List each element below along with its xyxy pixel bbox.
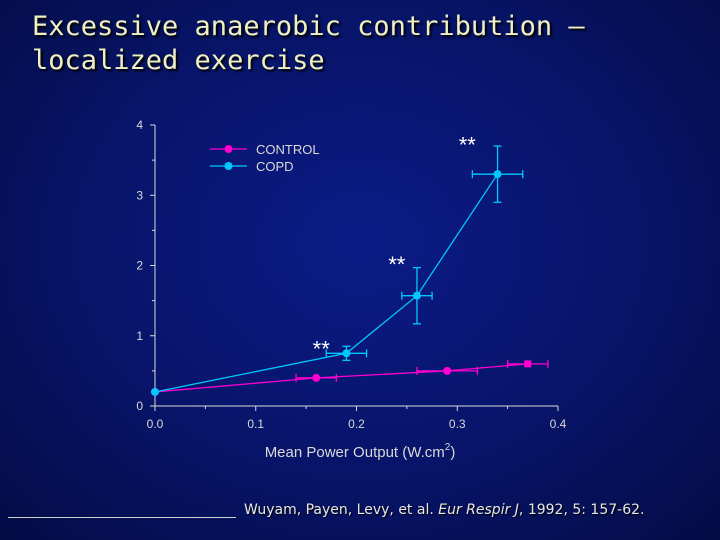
- x-axis-label-superscript: 2: [445, 442, 451, 453]
- y-tick-label: 3: [136, 188, 143, 202]
- control-legend-label: CONTROL: [256, 142, 320, 157]
- control-data-point: [524, 360, 532, 368]
- copd-data-point: [342, 349, 351, 358]
- citation-journal: Eur Respir J: [438, 502, 519, 518]
- x-tick-label: 0.3: [449, 417, 466, 431]
- copd-data-point: [493, 170, 502, 179]
- control-data-point: [312, 373, 321, 382]
- significance-marker: **: [313, 336, 331, 361]
- citation-text: Wuyam, Payen, Levy, et al. Eur Respir J,…: [244, 502, 644, 518]
- control-data-point: [443, 366, 452, 375]
- control-legend-marker: [224, 145, 233, 153]
- copd-legend-marker: [224, 162, 233, 170]
- significance-marker: **: [459, 133, 477, 158]
- slide-title-line-1: Excessive anaerobic contribution –: [32, 11, 585, 42]
- x-axis-label-close: ): [450, 444, 455, 461]
- copd-data-point: [151, 387, 159, 396]
- x-tick-label: 0.2: [348, 417, 365, 431]
- slide-title-line-2: localized exercise: [32, 45, 325, 76]
- chart-series: [151, 145, 549, 396]
- x-tick-label: 0.0: [147, 417, 164, 431]
- x-axis-label: Mean Power Output (W.cm2): [265, 442, 456, 461]
- x-tick-label: 0.4: [550, 417, 567, 431]
- chart-axes: 0.0 0.1 0.2 0.3 0.4 0 1 2 3 4: [136, 118, 566, 431]
- copd-series-line: [154, 173, 499, 393]
- copd-data-point: [412, 291, 421, 300]
- citation-rule: [8, 517, 236, 518]
- citation-details: , 1992, 5: 157-62.: [518, 502, 645, 518]
- control-series-line: [154, 363, 528, 393]
- y-tick-label: 0: [136, 399, 143, 413]
- slide-title: Excessive anaerobic contribution – local…: [32, 10, 585, 78]
- y-tick-label: 4: [136, 118, 143, 132]
- y-tick-label: 1: [136, 329, 143, 343]
- citation-authors: Wuyam, Payen, Levy, et al.: [244, 502, 439, 518]
- x-tick-label: 0.1: [247, 417, 264, 431]
- y-tick-label: 2: [136, 259, 143, 273]
- x-axis-label-text: Mean Power Output (W.cm: [265, 444, 445, 461]
- chart-annotations: ** ** **: [313, 133, 477, 362]
- chart-legend: CONTROL COPD: [210, 142, 320, 174]
- copd-legend-label: COPD: [256, 159, 294, 174]
- significance-marker: **: [388, 252, 406, 277]
